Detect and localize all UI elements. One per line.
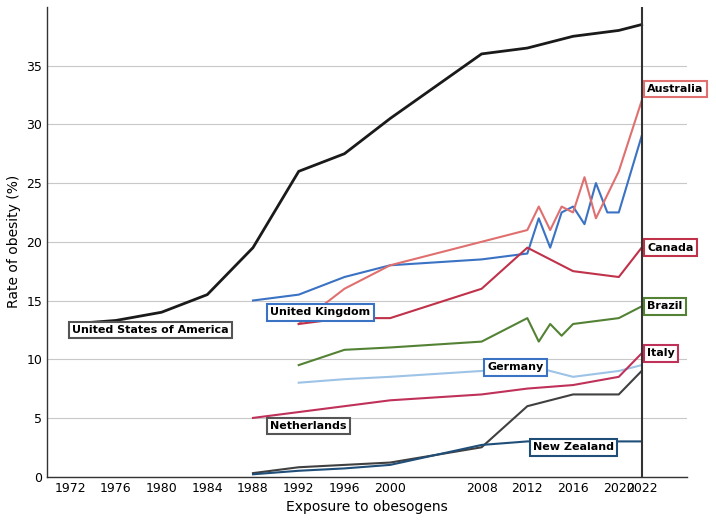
Text: United Kingdom: United Kingdom bbox=[270, 307, 370, 317]
Text: New Zealand: New Zealand bbox=[533, 442, 614, 452]
Text: Germany: Germany bbox=[488, 363, 543, 373]
Text: Canada: Canada bbox=[647, 243, 694, 253]
Text: Netherlands: Netherlands bbox=[270, 421, 347, 431]
Text: United States of America: United States of America bbox=[72, 325, 229, 335]
Y-axis label: Rate of obesity (%): Rate of obesity (%) bbox=[7, 175, 21, 308]
Text: Italy: Italy bbox=[647, 349, 675, 358]
Text: Brazil: Brazil bbox=[647, 301, 682, 312]
X-axis label: Exposure to obesogens: Exposure to obesogens bbox=[286, 500, 448, 514]
Text: Australia: Australia bbox=[647, 84, 704, 94]
